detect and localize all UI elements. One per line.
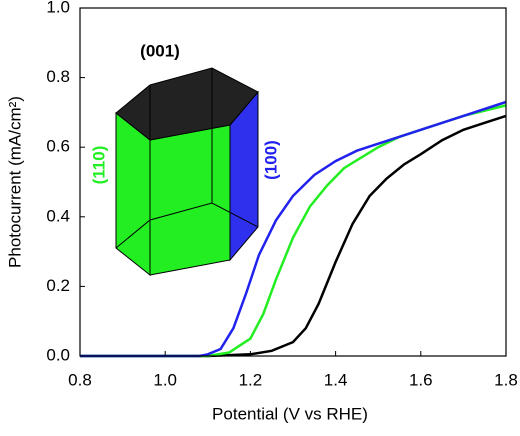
y-tick-label: 1.0 bbox=[46, 0, 70, 16]
inset-prism bbox=[115, 67, 259, 277]
x-axis-label: Potential (V vs RHE) bbox=[212, 404, 368, 423]
annotation: (110) bbox=[89, 146, 108, 185]
prism-face bbox=[149, 124, 231, 276]
x-tick-label: 1.4 bbox=[324, 370, 348, 389]
prism-face bbox=[115, 111, 151, 277]
axes-frame bbox=[79, 7, 507, 357]
y-tick-label: 0.6 bbox=[46, 137, 70, 156]
y-tick-label: 0.2 bbox=[46, 276, 70, 295]
x-tick-label: 1.8 bbox=[494, 370, 518, 389]
x-tick-label: 1.6 bbox=[409, 370, 433, 389]
y-tick-label: 0.0 bbox=[46, 345, 70, 364]
annotation: (001) bbox=[140, 41, 180, 60]
x-tick-label: 0.8 bbox=[68, 370, 92, 389]
line bbox=[80, 100, 507, 358]
y-axis-label: Photocurrent (mA/cm²) bbox=[5, 96, 24, 268]
prism-back-edge bbox=[115, 202, 259, 249]
annotation: (100) bbox=[261, 140, 280, 180]
plot: 0.8 1.0 1.2 1.4 1.6 1.8 0.0 0.2 0.4 0.6 0.8 1.0 bbox=[46, 0, 517, 389]
x-tick-label: 1.2 bbox=[239, 370, 263, 389]
y-tick-label: 0.4 bbox=[46, 206, 70, 225]
x-tick-label: 1.0 bbox=[153, 370, 177, 389]
y-tick-label: 0.8 bbox=[46, 67, 70, 86]
line bbox=[80, 114, 507, 358]
